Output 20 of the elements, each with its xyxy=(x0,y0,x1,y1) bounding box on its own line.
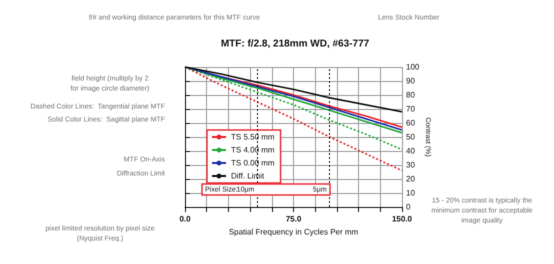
legend-label: TS 5.50 mm xyxy=(231,132,275,142)
y-tick-label: 80 xyxy=(406,90,416,100)
x-tick-label: 75.0 xyxy=(286,214,302,224)
y-tick-label: 10 xyxy=(406,188,416,198)
y-tick-label: 0 xyxy=(406,202,411,212)
y-tick-label: 70 xyxy=(406,104,416,114)
chart-title: MTF: f/2.8, 218mm WD, #63-777 xyxy=(220,38,370,50)
y-tick-label: 100 xyxy=(406,62,420,72)
y-tick-label: 20 xyxy=(406,174,416,184)
x-tick-label: 0.0 xyxy=(179,214,192,224)
x-axis-title: Spatial Frequency in Cycles Per mm xyxy=(228,227,359,236)
legend-label: Diff. Limit xyxy=(231,172,265,180)
legend-label: TS 4.00 mm xyxy=(231,146,275,154)
y-tick-label: 40 xyxy=(406,146,416,156)
y-tick-label: 60 xyxy=(406,118,416,128)
x-tick-label: 150.0 xyxy=(392,214,413,224)
y-tick-label: 30 xyxy=(406,160,416,170)
legend-label: TS 0.00 mm xyxy=(231,158,275,168)
y-tick-label: 90 xyxy=(406,76,416,86)
y-tick-label: 50 xyxy=(406,132,416,142)
